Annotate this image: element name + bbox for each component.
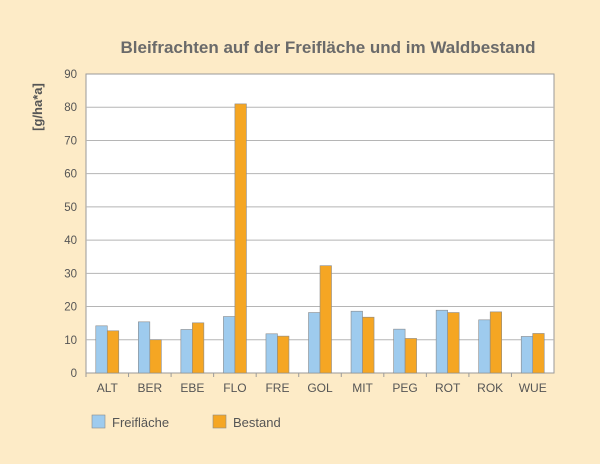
bar-freiflaeche-rok (478, 319, 491, 374)
x-category-label: ROK (477, 381, 503, 395)
legend-label-freiflaeche: Freifläche (112, 415, 169, 430)
y-tick-label: 50 (64, 202, 77, 214)
bar-bestand-mit (362, 316, 375, 374)
bar-bestand-fre (277, 335, 290, 374)
x-category-label: BER (137, 381, 162, 395)
y-tick-label: 30 (64, 268, 77, 280)
x-category-label: ALT (97, 381, 119, 395)
bars (95, 103, 545, 374)
y-tick-labels: 0 10 20 30 40 50 60 70 80 90 (64, 69, 77, 380)
bar-freiflaeche-rot (435, 309, 448, 374)
y-tick-label: 60 (64, 169, 77, 181)
legend-label-bestand: Bestand (233, 415, 281, 430)
bar-freiflaeche-gol (308, 312, 321, 374)
x-category-labels: ALT BER EBE FLO FRE GOL MIT PEG ROT ROK WUE (85, 373, 547, 395)
legend-swatch-freiflaeche (91, 414, 106, 429)
bar-bestand-peg (404, 338, 417, 374)
x-category-label: FRE (265, 381, 289, 395)
bar-freiflaeche-alt (95, 325, 108, 374)
x-category-label: PEG (392, 381, 417, 395)
chart-title: Bleifrachten auf der Freifläche und im W… (121, 38, 536, 57)
y-tick-label: 0 (71, 368, 77, 380)
x-category-label: WUE (519, 381, 547, 395)
bar-freiflaeche-mit (350, 310, 363, 374)
y-tick-label: 90 (64, 69, 77, 81)
bar-freiflaeche-ber (138, 321, 151, 374)
bar-freiflaeche-fre (265, 333, 278, 374)
bar-freiflaeche-flo (223, 316, 236, 374)
y-tick-label: 20 (64, 302, 77, 314)
legend-swatch-bestand (212, 414, 227, 429)
legend: Freifläche Bestand (91, 414, 281, 430)
y-tick-label: 40 (64, 235, 77, 247)
bar-bestand-wue (532, 333, 545, 374)
bar-freiflaeche-wue (520, 336, 534, 374)
bar-bestand-alt (106, 330, 120, 374)
x-category-label: FLO (223, 381, 246, 395)
x-category-label: GOL (307, 381, 333, 395)
x-category-label: ROT (435, 381, 461, 395)
bar-bestand-ber (149, 339, 162, 374)
bar-bestand-rot (447, 312, 460, 374)
y-tick-label: 10 (64, 335, 77, 347)
bar-freiflaeche-peg (393, 328, 406, 374)
bar-freiflaeche-ebe (180, 329, 193, 374)
y-tick-label: 70 (64, 135, 77, 147)
y-axis-label: [g/ha*a] (30, 83, 45, 131)
x-category-label: MIT (352, 381, 373, 395)
gridlines (86, 106, 554, 341)
x-category-label: EBE (180, 381, 204, 395)
y-tick-label: 80 (64, 102, 77, 114)
bar-bestand-ebe (192, 322, 205, 374)
bar-bestand-flo (234, 103, 247, 374)
bar-bestand-rok (489, 311, 502, 374)
bar-bestand-gol (319, 265, 332, 374)
